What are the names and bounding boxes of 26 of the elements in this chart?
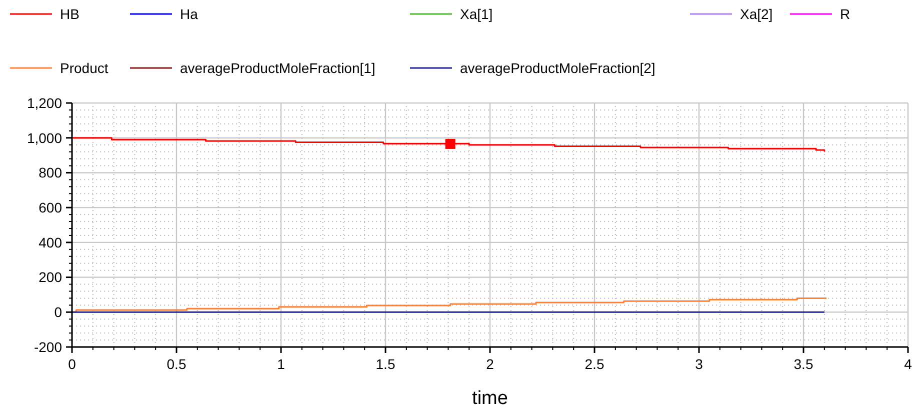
y-tick-label: 200	[38, 269, 62, 286]
y-tick-label: 800	[38, 164, 62, 181]
legend-label: HB	[60, 6, 80, 22]
legend-label: Xa[1]	[460, 6, 493, 22]
legend-label: averageProductMoleFraction[1]	[180, 60, 376, 76]
x-tick-label: 0	[68, 356, 76, 372]
y-tick-label: 600	[38, 199, 62, 216]
x-tick-label: 3	[695, 356, 704, 372]
x-tick-label: 0.5	[166, 356, 186, 372]
y-tick-label: 400	[38, 234, 62, 250]
legend-label: R	[840, 6, 850, 22]
legend-label: averageProductMoleFraction[2]	[460, 60, 656, 76]
legend-label: Ha	[180, 6, 198, 22]
y-tick-label: 1,200	[26, 94, 62, 111]
x-tick-label: 1	[277, 356, 286, 372]
x-tick-label: 2	[486, 356, 494, 372]
y-tick-label: 1,000	[26, 130, 62, 146]
x-tick-label: 2.5	[584, 356, 604, 372]
x-axis-title: time	[472, 388, 508, 409]
x-tick-label: 4	[904, 356, 912, 372]
y-tick-label: -200	[34, 338, 62, 355]
legend-label: Product	[60, 60, 108, 76]
y-tick-label: 0	[54, 304, 62, 320]
legend-label: Xa[2]	[740, 6, 773, 22]
x-tick-label: 3.5	[794, 356, 814, 372]
x-tick-label: 1.5	[376, 356, 396, 372]
